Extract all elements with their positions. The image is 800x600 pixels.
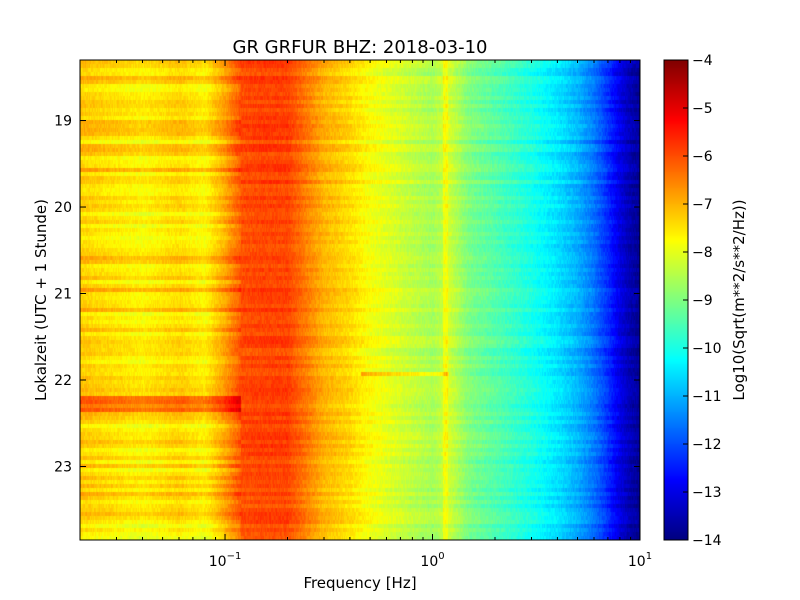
colorbar-tick-label: −7 [692,197,713,213]
colorbar: −4 −5 −6 −7 −8 −9 −10 −11 −12 −13 −14 Log10(Sqrt(m… [663,53,748,549]
x-axis: 10−1 100 101 [79,60,652,570]
y-tick-label: 21 [54,287,72,303]
colorbar-tick-label: −9 [692,293,713,309]
x-tick-label: 10−1 [209,551,242,570]
y-tick-label: 23 [54,459,72,475]
y-tick-label: 22 [54,373,72,389]
y-axis-label: Lokalzeit (UTC + 1 Stunde) [32,199,50,401]
colorbar-tick-label: −14 [692,533,722,549]
colorbar-tick-label: −10 [692,341,722,357]
heatmap-image [80,60,640,540]
heatmap [80,60,640,540]
colorbar-tick-label: −5 [692,101,713,117]
chart-title: GR GRFUR BHZ: 2018-03-10 [233,37,488,58]
x-tick-label: 101 [628,551,652,570]
y-axis: 19 20 21 22 23 [54,114,640,475]
y-tick-label: 20 [54,200,72,216]
colorbar-label: Log10(Sqrt(m**2/s**2/Hz)) [730,199,748,400]
colorbar-tick-label: −12 [692,437,722,453]
colorbar-tick-label: −8 [692,245,713,261]
colorbar-tick-label: −6 [692,149,713,165]
colorbar-ticks: −4 −5 −6 −7 −8 −9 −10 −11 −12 −13 −14 [683,53,722,549]
x-tick-label: 100 [420,551,444,570]
colorbar-tick-label: −13 [692,485,722,501]
y-tick-label: 19 [54,114,72,130]
colorbar-tick-label: −11 [692,389,722,405]
plot-frame [79,59,641,541]
colorbar-tick-label: −4 [692,53,713,69]
x-axis-label: Frequency [Hz] [303,574,416,592]
